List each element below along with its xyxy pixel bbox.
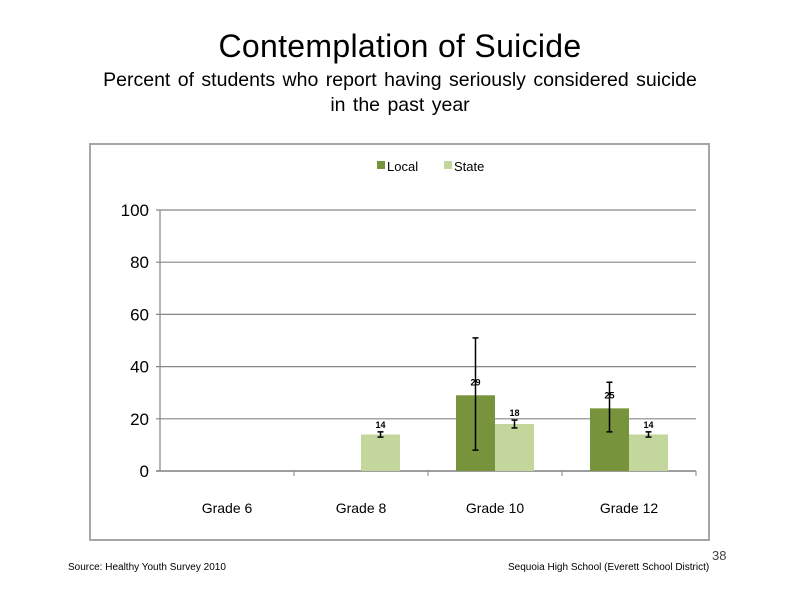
legend-label-state: State bbox=[454, 159, 484, 174]
y-tick-label: 60 bbox=[130, 305, 149, 324]
x-tick-label: Grade 10 bbox=[466, 500, 525, 516]
data-label: 18 bbox=[509, 408, 519, 418]
data-label: 25 bbox=[604, 390, 614, 400]
source-note: Source: Healthy Youth Survey 2010 bbox=[68, 562, 226, 573]
x-tick-label: Grade 12 bbox=[600, 500, 659, 516]
slide-subtitle: Percent of students who report having se… bbox=[0, 68, 800, 118]
bar-state bbox=[629, 434, 668, 471]
data-label: 29 bbox=[470, 377, 480, 387]
x-tick-label: Grade 6 bbox=[202, 500, 253, 516]
subtitle-line-2: in the past year bbox=[330, 94, 470, 116]
slide-title: Contemplation of Suicide bbox=[218, 28, 582, 64]
data-label: 14 bbox=[375, 420, 385, 430]
bar-state bbox=[361, 434, 400, 471]
page-number: 38 bbox=[712, 548, 727, 563]
x-tick-label: Grade 8 bbox=[336, 500, 387, 516]
legend-swatch-state bbox=[444, 161, 452, 169]
legend-label-local: Local bbox=[387, 159, 418, 174]
subtitle-line-1: Percent of students who report having se… bbox=[103, 69, 697, 91]
y-tick-label: 20 bbox=[130, 410, 149, 429]
bar-state bbox=[495, 424, 534, 471]
y-tick-label: 0 bbox=[140, 462, 149, 481]
y-tick-label: 80 bbox=[130, 253, 149, 272]
legend-swatch-local bbox=[377, 161, 385, 169]
chart-frame bbox=[89, 143, 710, 541]
y-tick-label: 40 bbox=[130, 358, 149, 377]
school-note: Sequoia High School (Everett School Dist… bbox=[508, 562, 710, 573]
data-label: 14 bbox=[643, 420, 653, 430]
y-tick-label: 100 bbox=[121, 201, 149, 220]
